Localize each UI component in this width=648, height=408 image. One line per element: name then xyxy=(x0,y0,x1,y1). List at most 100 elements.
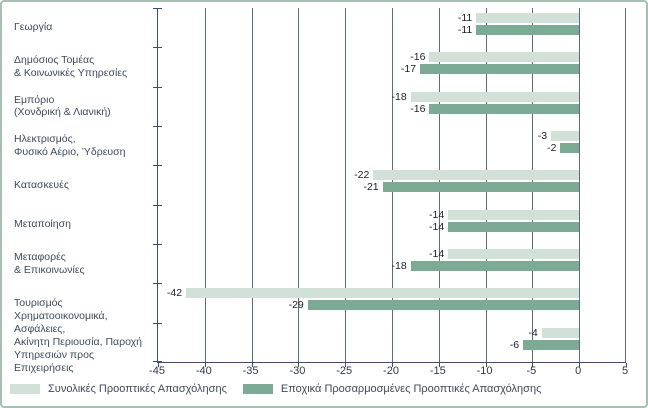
bar-series-2: -21 xyxy=(363,181,580,193)
category-label: Κατασκευές xyxy=(2,165,152,204)
x-axis-tick-label: -10 xyxy=(476,365,493,377)
x-axis-tick xyxy=(485,363,487,367)
category-band: -14 -14 xyxy=(158,205,626,244)
bar-value-label: -11 xyxy=(457,12,473,24)
bar-series-2: -29 xyxy=(289,299,580,311)
category-label-line: Γεωργία xyxy=(14,21,53,34)
bar-value-label: -2 xyxy=(547,142,557,154)
legend-item: Συνολικές Προοπτικές Απασχόλησης xyxy=(10,383,227,395)
x-axis-tick-label: -45 xyxy=(149,365,165,377)
category-label: Χρηματοοικονομικά, Ασφάλειες, Ακίνητη Περ… xyxy=(2,310,152,373)
category-band: -11 -11 xyxy=(158,8,626,47)
x-axis-tick-label: -40 xyxy=(195,365,212,377)
bar-value-label: -3 xyxy=(537,130,548,142)
x-axis-tick xyxy=(251,363,253,367)
category-label-line: Υπηρεσιών προς Επιχειρήσεις xyxy=(14,348,95,374)
bar-value-label: -16 xyxy=(410,51,426,64)
legend-label: Συνολικές Προοπτικές Απασχόλησης xyxy=(48,383,227,395)
category-label: Μεταποίηση xyxy=(2,205,152,244)
category-label: Γεωργία xyxy=(2,8,152,47)
x-axis-tick-label: -30 xyxy=(289,365,306,377)
x-axis-tick xyxy=(438,363,440,367)
bar-series-1: -16 xyxy=(410,51,580,63)
plot-area: -11 -11 -16 -17 -18 -16 -3 -2 -22 -21 -14 -14 -14 -18… xyxy=(153,8,627,367)
category-band: -18 -16 xyxy=(158,87,626,126)
bar-series-1: -3 xyxy=(538,130,580,142)
legend-swatch xyxy=(242,384,273,394)
bar-value-label: -4 xyxy=(528,326,538,339)
category-label-line: Τουρισμός xyxy=(14,296,63,309)
category-label-line: Ηλεκτρισμός, xyxy=(14,132,76,145)
x-axis-tick-label: -20 xyxy=(383,365,399,377)
y-axis-tick xyxy=(153,125,162,127)
category-band: -22 -21 xyxy=(158,165,626,204)
y-axis-tick xyxy=(153,243,162,245)
bar-value-label: -29 xyxy=(288,299,304,312)
gridline xyxy=(345,8,347,362)
legend-item: Εποχικά Προσαρμοσμένες Προοπτικές Απασχό… xyxy=(242,383,541,395)
bar-value-label: -16 xyxy=(410,102,426,115)
category-axis: Γεωργία Δημόσιος Τομέας & Κοινωνικές Υπηρε… xyxy=(2,8,152,373)
x-axis-tick xyxy=(345,363,347,367)
bar-series-1: -4 xyxy=(528,327,580,339)
category-label: Μεταφορές & Επικοινωνίες xyxy=(2,244,152,283)
bar-series-2: -6 xyxy=(510,339,580,351)
category-band: -14 -18 xyxy=(158,244,626,283)
bar-value-label: -14 xyxy=(428,248,445,260)
category-label-line: Μεταποίηση xyxy=(14,217,71,230)
category-label: Τουρισμός xyxy=(2,283,152,322)
y-axis-tick xyxy=(153,47,162,49)
x-axis-tick-label: -35 xyxy=(242,365,259,377)
legend-swatch xyxy=(10,384,40,394)
bar-series-2: -14 xyxy=(429,221,580,233)
bar-value-label: -11 xyxy=(457,24,473,36)
x-axis-tick xyxy=(158,363,159,367)
bar-value-label: -21 xyxy=(363,181,379,194)
bar-series-1: -11 xyxy=(458,12,580,24)
x-axis-tick xyxy=(204,363,206,367)
gridline xyxy=(625,8,626,362)
bar-series-1: -22 xyxy=(354,169,580,181)
bar-value-label: -17 xyxy=(400,63,417,76)
y-axis-tick xyxy=(153,204,162,206)
x-axis-tick xyxy=(626,363,627,367)
y-axis-tick xyxy=(153,86,162,88)
bar-series-2: -11 xyxy=(458,24,580,36)
category-label: Εμπόριο (Χονδρική & Λιανική) xyxy=(2,87,152,126)
gridline xyxy=(579,8,581,362)
gridline xyxy=(251,8,253,362)
category-label-line: & Επικοινωνίες xyxy=(14,263,85,276)
bar-value-label: -22 xyxy=(354,169,370,182)
x-axis-tick-label: 0 xyxy=(575,365,582,377)
y-axis-tick xyxy=(153,283,162,285)
bar-series-1: -18 xyxy=(392,91,580,103)
category-label: Δημόσιος Τομέας & Κοινωνικές Υπηρεσίες xyxy=(2,47,152,86)
bar-value-label: -14 xyxy=(428,220,445,233)
bar-series-2: -17 xyxy=(401,63,580,75)
y-axis-tick xyxy=(153,165,162,167)
bar-series-2: -18 xyxy=(392,260,580,272)
bar-series-2: -16 xyxy=(410,103,580,115)
bar-value-label: -18 xyxy=(391,90,407,103)
category-label-line: Ακίνητη Περιουσία, Παροχή xyxy=(14,335,142,348)
category-label-line: Χρηματοοικονομικά, Ασφάλειες, xyxy=(14,310,108,336)
category-band: -4 -6 xyxy=(158,323,626,362)
x-axis-tick xyxy=(392,363,393,367)
bar-series-1: -42 xyxy=(167,287,580,299)
category-label-line: Δημόσιος Τομέας xyxy=(14,54,95,67)
category-band: -42 -29 xyxy=(158,283,626,322)
x-axis-tick xyxy=(579,363,581,367)
y-axis-tick xyxy=(153,361,162,362)
category-band: -16 -17 xyxy=(158,47,626,86)
bar-value-label: -42 xyxy=(166,287,183,300)
x-axis-labels: -45 -40 -35 -30 -25 -20 -15 -10 -5 0 5 xyxy=(149,365,628,378)
bar-series-1: -14 xyxy=(429,209,580,221)
legend: Συνολικές Προοπτικές Απασχόλησης Εποχικά … xyxy=(10,382,541,396)
category-label: Ηλεκτρισμός, Φυσικό Αέριο, Ύδρευση xyxy=(2,126,152,165)
x-axis-tick-label: -25 xyxy=(336,365,353,377)
x-axis-tick xyxy=(532,363,534,367)
bar-series-2: -2 xyxy=(547,142,580,154)
category-label-line: (Χονδρική & Λιανική) xyxy=(14,106,111,119)
bar-value-label: -14 xyxy=(428,208,445,221)
